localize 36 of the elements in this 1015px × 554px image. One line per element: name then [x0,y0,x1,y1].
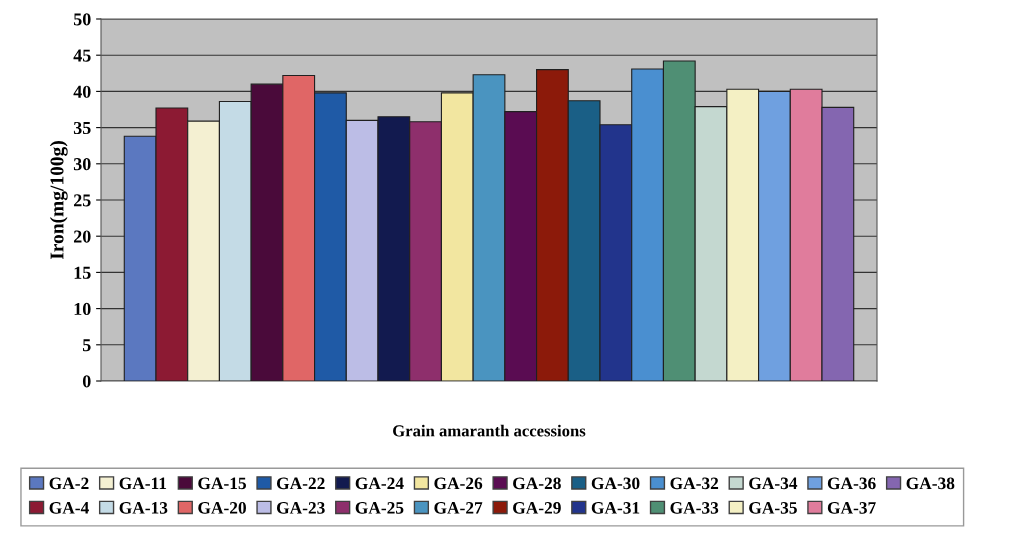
legend-label: GA-20 [198,502,246,514]
legend-label: GA-23 [277,502,325,514]
legend-label: GA-27 [434,502,483,514]
legend-label: GA-24 [355,477,404,490]
y-tick-label: 40 [73,85,91,98]
legend-label: GA-4 [49,502,89,514]
y-tick-label: 35 [73,121,91,135]
y-tick-label: 50 [73,13,91,26]
legend-label: GA-28 [513,477,561,490]
y-tick-label: 15 [74,266,91,279]
legend-label: GA-31 [591,502,640,514]
legend-label: GA-11 [119,477,167,490]
legend-label: GA-38 [906,477,955,490]
y-tick-label: 25 [73,194,91,207]
y-tick-label: 20 [73,230,91,243]
legend-label: GA-33 [670,502,719,514]
legend-label: GA-34 [749,477,798,490]
legend-label: GA-2 [49,477,89,490]
y-tick-label: 5 [82,339,91,352]
x-axis-title: Grain amaranth accessions [393,424,586,437]
legend-label: GA-30 [591,477,640,490]
legend-label: GA-13 [119,502,168,514]
legend-label: GA-36 [827,477,876,490]
y-tick-label: 30 [73,158,91,171]
legend-label: GA-26 [434,477,483,490]
y-tick-label: 10 [74,302,91,316]
legend-label: GA-32 [670,477,719,490]
legend-label: GA-35 [749,502,797,514]
y-tick-label: 0 [82,375,91,388]
legend-label: GA-15 [198,477,246,490]
legend-label: GA-22 [277,477,325,490]
legend-label: GA-37 [827,502,876,514]
y-tick-label: 45 [73,49,91,62]
y-axis-title: Iron(mg/100g) [49,141,68,260]
legend-label: GA-25 [355,502,404,514]
legend-label: GA-29 [513,502,561,514]
